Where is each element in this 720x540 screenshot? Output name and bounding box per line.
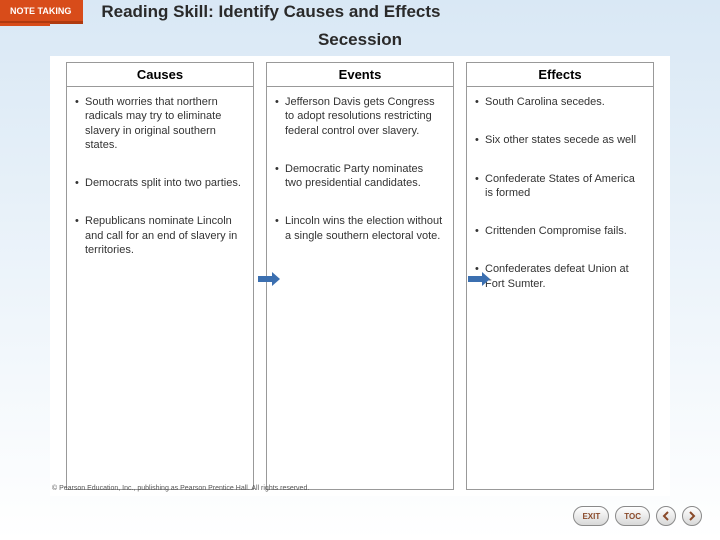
prev-button[interactable] (656, 506, 676, 526)
list-item: Jefferson Davis gets Congress to adopt r… (277, 95, 443, 138)
list-item: Crittenden Compromise fails. (477, 224, 643, 238)
list-item: Confederate States of America is formed (477, 172, 643, 201)
effects-heading: Effects (467, 63, 653, 87)
nav-buttons: EXIT TOC (573, 506, 702, 526)
top-bar: NOTE TAKING Reading Skill: Identify Caus… (0, 0, 720, 26)
reading-skill-title: Reading Skill: Identify Causes and Effec… (83, 0, 720, 22)
list-item: Democratic Party nominates two president… (277, 162, 443, 191)
effects-column: Effects South Carolina secedes. Six othe… (466, 62, 654, 490)
list-item: South worries that northern radicals may… (77, 95, 243, 152)
events-body: Jefferson Davis gets Congress to adopt r… (267, 87, 453, 489)
note-taking-tab: NOTE TAKING (0, 0, 83, 24)
next-button[interactable] (682, 506, 702, 526)
list-item: Lincoln wins the election without a sing… (277, 214, 443, 243)
causes-heading: Causes (67, 63, 253, 87)
list-item: Six other states secede as well (477, 133, 643, 147)
arrow-icon (468, 272, 490, 286)
list-item: Confederates defeat Union at Fort Sumter… (477, 262, 643, 291)
list-item: Democrats split into two parties. (77, 176, 243, 190)
chart-area: Causes South worries that northern radic… (50, 56, 670, 496)
copyright-text: © Pearson Education, Inc., publishing as… (52, 485, 309, 492)
arrow-icon (258, 272, 280, 286)
accent-strip (0, 23, 50, 26)
toc-button[interactable]: TOC (615, 506, 650, 526)
list-item: Republicans nominate Lincoln and call fo… (77, 214, 243, 257)
effects-body: South Carolina secedes. Six other states… (467, 87, 653, 489)
secession-title: Secession (0, 30, 720, 50)
causes-body: South worries that northern radicals may… (67, 87, 253, 489)
chevron-left-icon (661, 511, 671, 521)
columns-wrapper: Causes South worries that northern radic… (60, 62, 660, 490)
events-heading: Events (267, 63, 453, 87)
chevron-right-icon (687, 511, 697, 521)
causes-column: Causes South worries that northern radic… (66, 62, 254, 490)
list-item: South Carolina secedes. (477, 95, 643, 109)
exit-button[interactable]: EXIT (573, 506, 609, 526)
events-column: Events Jefferson Davis gets Congress to … (266, 62, 454, 490)
